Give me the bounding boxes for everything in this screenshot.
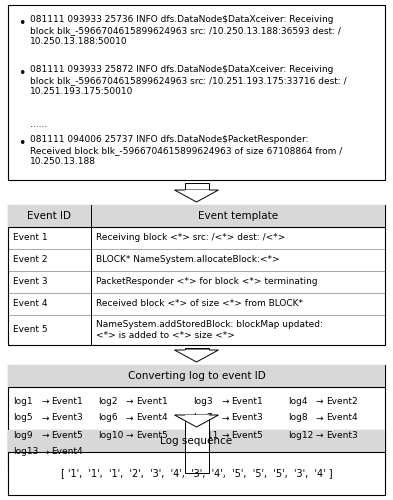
Text: →: → [41,448,48,456]
Text: log11: log11 [193,430,219,440]
Text: Event5: Event5 [231,430,263,440]
Polygon shape [174,190,219,202]
Text: log5: log5 [13,414,33,422]
Text: Event1: Event1 [51,396,83,406]
Bar [8,205,385,227]
Text: BLOCK* NameSystem.allocateBlock:<*>: BLOCK* NameSystem.allocateBlock:<*> [96,256,279,264]
Bar [8,365,385,387]
Bar [184,348,209,350]
Text: 081111 093933 25872 INFO dfs.DataNode$DataXceiver: Receiving
block blk_-59667046: 081111 093933 25872 INFO dfs.DataNode$Da… [30,65,347,96]
Text: Log sequence: Log sequence [160,436,233,446]
Text: Event3: Event3 [231,414,263,422]
Text: log4: log4 [288,396,307,406]
Polygon shape [174,415,219,427]
Text: →: → [221,396,228,406]
Text: 081111 094006 25737 INFO dfs.DataNode$PacketResponder:
Received block blk_-59667: 081111 094006 25737 INFO dfs.DataNode$Pa… [30,135,342,166]
Bar [184,183,209,190]
Text: →: → [316,414,323,422]
Text: log3: log3 [193,396,213,406]
Bar [8,430,385,452]
Text: Event3: Event3 [326,430,358,440]
Text: NameSystem.addStoredBlock: blockMap updated:
<*> is added to <*> size <*>: NameSystem.addStoredBlock: blockMap upda… [96,320,323,340]
Text: →: → [126,414,134,422]
Text: PacketResponder <*> for block <*> terminating: PacketResponder <*> for block <*> termin… [96,278,318,286]
Text: →: → [316,396,323,406]
Bar [8,365,385,470]
Bar [8,205,385,345]
Text: →: → [126,430,134,440]
Text: Event4: Event4 [136,414,168,422]
Text: Event2: Event2 [326,396,358,406]
Text: •: • [18,67,26,80]
Text: Event 1: Event 1 [13,234,48,242]
Text: Received block <*> of size <*> from BLOCK*: Received block <*> of size <*> from BLOC… [96,300,303,308]
Text: →: → [41,430,48,440]
Text: Event4: Event4 [51,448,83,456]
Text: Event5: Event5 [136,430,168,440]
Text: Converting log to event ID: Converting log to event ID [128,371,265,381]
Text: log10: log10 [98,430,123,440]
Text: Event ID: Event ID [28,211,72,221]
Text: log2: log2 [98,396,118,406]
Text: Event4: Event4 [326,414,358,422]
Text: Event1: Event1 [136,396,168,406]
Text: Event 5: Event 5 [13,326,48,334]
Text: →: → [126,396,134,406]
Text: •: • [18,17,26,30]
Text: Event 3: Event 3 [13,278,48,286]
Text: →: → [221,430,228,440]
Text: •: • [18,137,26,150]
Text: →: → [221,414,228,422]
Bar [184,350,209,351]
Text: log9: log9 [13,430,33,440]
Text: Receiving block <*> src: /<*> dest: /<*>: Receiving block <*> src: /<*> dest: /<*> [96,234,285,242]
Text: Event1: Event1 [231,396,263,406]
Bar [184,414,209,416]
Text: 081111 093933 25736 INFO dfs.DataNode$DataXceiver: Receiving
block blk_-59667046: 081111 093933 25736 INFO dfs.DataNode$Da… [30,15,341,46]
Text: Event3: Event3 [51,414,83,422]
Text: Event 4: Event 4 [13,300,48,308]
Text: Event template: Event template [198,211,278,221]
Text: Event5: Event5 [51,430,83,440]
Bar [184,415,209,473]
Text: →: → [41,396,48,406]
Text: log6: log6 [98,414,118,422]
Text: log7: log7 [193,414,213,422]
Text: Event 2: Event 2 [13,256,48,264]
Text: log8: log8 [288,414,308,422]
Text: →: → [41,414,48,422]
Text: ......: ...... [30,120,47,129]
Bar [184,190,209,191]
Text: log1: log1 [13,396,33,406]
Text: →: → [316,430,323,440]
Bar [8,5,385,180]
Text: [ '1',  '1',  '1',  '2',  '3',  '4',  '3',  '4',  '5',  '5',  '5',  '3',  '4' ]: [ '1', '1', '1', '2', '3', '4', '3', '4'… [61,468,332,478]
Text: log13: log13 [13,448,39,456]
Bar [8,430,385,495]
Polygon shape [174,350,219,362]
Text: log12: log12 [288,430,313,440]
